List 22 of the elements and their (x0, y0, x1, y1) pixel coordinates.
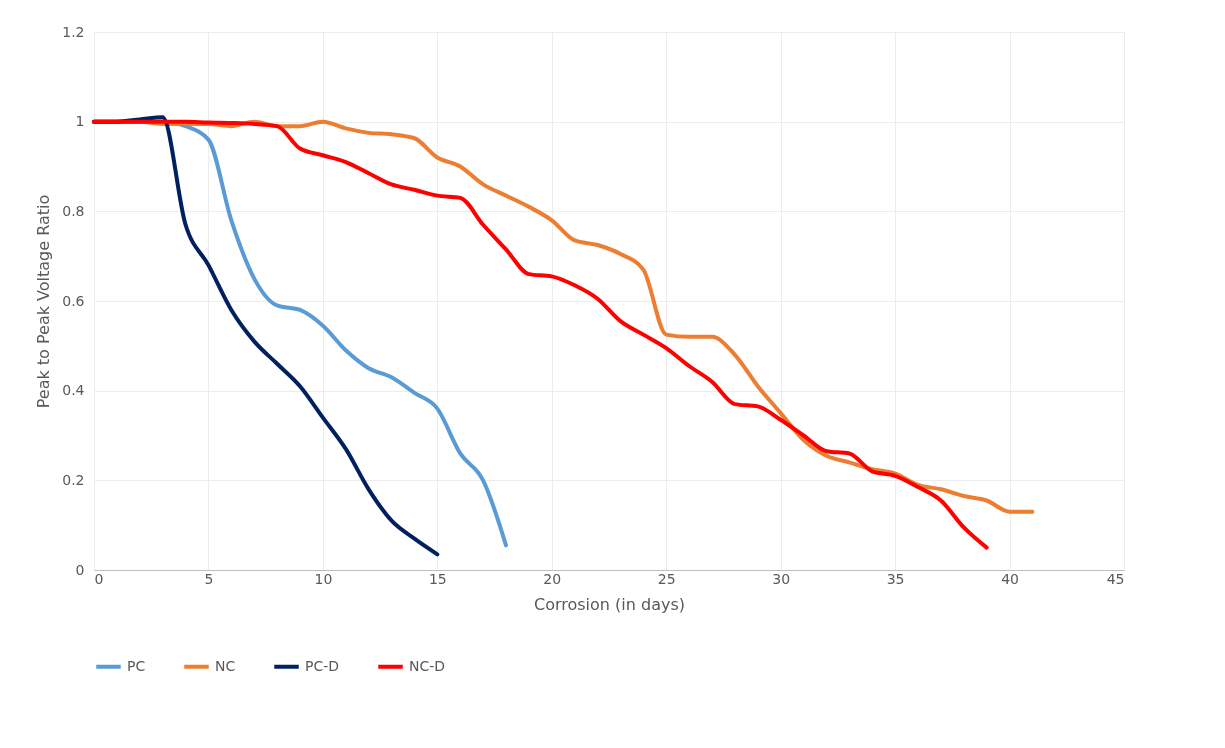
y-tick-label: 0.6 (62, 292, 85, 309)
y-tick-label: 0.4 (62, 382, 85, 399)
x-tick-label: 30 (772, 570, 791, 587)
y-tick-label: 1.2 (62, 23, 85, 40)
x-tick-label: 5 (204, 570, 214, 587)
x-tick-label: 25 (657, 570, 676, 587)
legend-label: NC-D (409, 657, 446, 674)
x-tick-label: 0 (94, 570, 104, 587)
y-tick-label: 0.2 (62, 471, 85, 488)
y-tick-label: 1 (75, 113, 85, 130)
legend-label: NC (215, 657, 236, 674)
y-tick-label: 0.8 (62, 202, 85, 219)
x-tick-label: 35 (886, 570, 905, 587)
legend-label: PC-D (305, 657, 340, 674)
x-tick-label: 10 (314, 570, 333, 587)
x-tick-label: 40 (1001, 570, 1019, 587)
y-axis-title: Peak to Peak Voltage Ratio (34, 194, 54, 409)
x-axis-title: Corrosion (in days) (534, 594, 685, 614)
legend-label: PC (127, 657, 146, 674)
x-tick-label: 15 (428, 570, 447, 587)
x-tick-label: 45 (1106, 570, 1125, 587)
x-tick-label: 20 (543, 570, 562, 587)
